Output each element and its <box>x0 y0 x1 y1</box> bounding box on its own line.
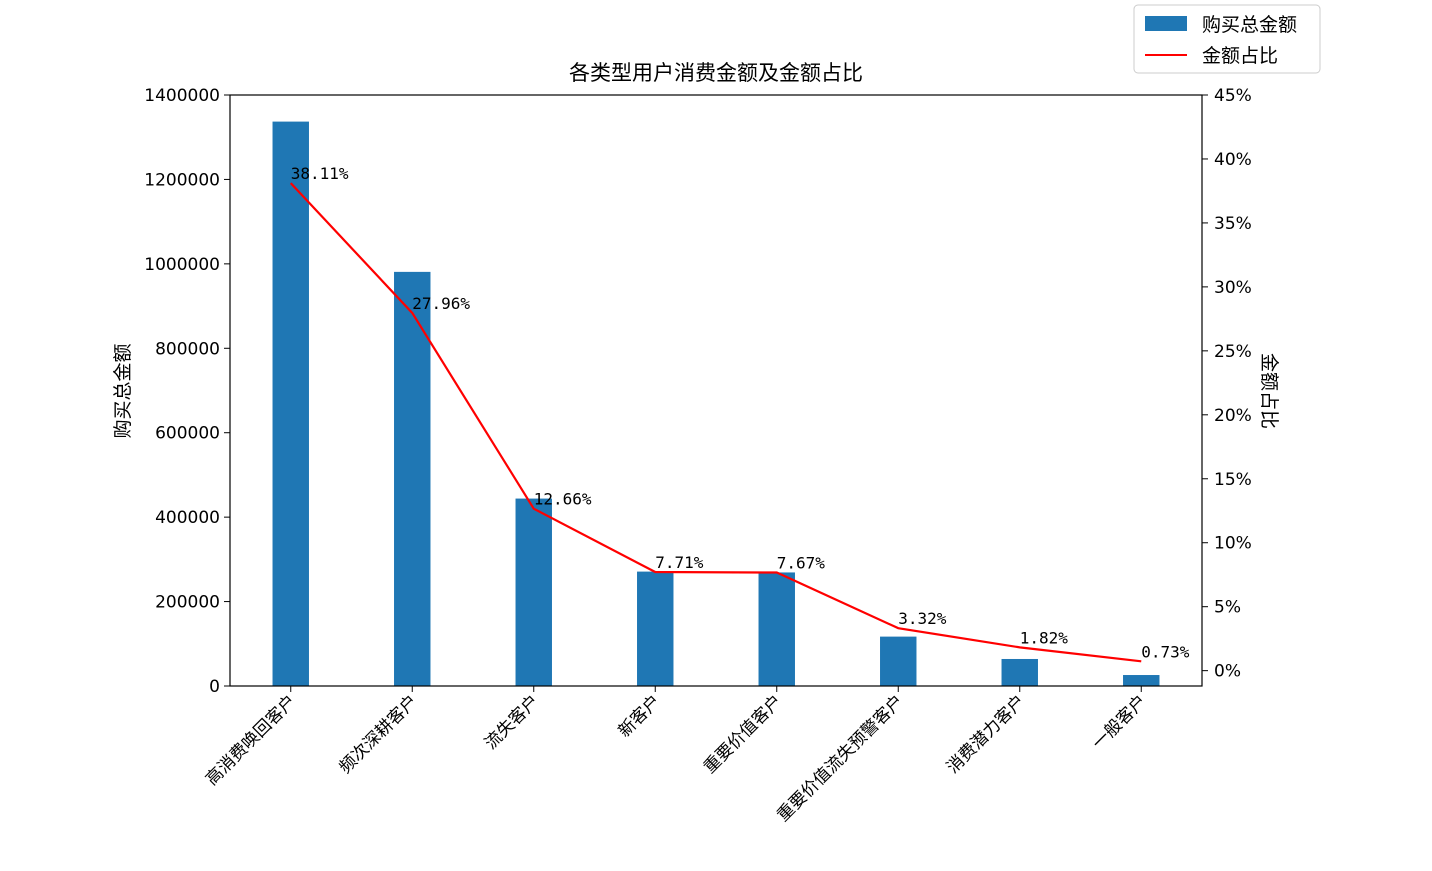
x-tick-label: 重要价值客户 <box>700 691 786 777</box>
y2-tick-label: 45% <box>1214 86 1252 106</box>
y2-tick-label: 0% <box>1214 662 1241 682</box>
data-label: 1.82% <box>1020 628 1069 647</box>
y2-axis-label: 金额占比 <box>1258 353 1280 429</box>
bar <box>880 636 917 686</box>
plot-area: 0 200000 400000 600000 800000 1000000 1200000 1… <box>144 86 1252 826</box>
y-tick-label: 0 <box>209 677 220 697</box>
chart-title: 各类型用户消费金额及金额占比 <box>569 61 863 85</box>
data-label: 38.11% <box>291 164 349 183</box>
y2-tick-label: 35% <box>1214 214 1252 234</box>
data-label: 0.73% <box>1141 642 1190 661</box>
bar <box>758 572 795 686</box>
x-tick-label: 高消费唤回客户 <box>202 691 300 789</box>
y2-tick-label: 25% <box>1214 342 1252 362</box>
y-tick-label: 1000000 <box>144 255 220 275</box>
bar <box>1123 675 1160 686</box>
legend-label-line: 金额占比 <box>1202 45 1278 67</box>
data-label: 7.67% <box>777 554 826 573</box>
y2-tick-label: 30% <box>1214 278 1252 298</box>
legend-swatch-bar <box>1145 16 1187 31</box>
x-tick-label: 一般客户 <box>1089 691 1151 753</box>
y-tick-label: 800000 <box>155 339 220 359</box>
bar <box>515 498 552 686</box>
data-label: 3.32% <box>898 609 947 628</box>
x-tick-label: 消费潜力客户 <box>943 691 1029 777</box>
y-tick-label: 200000 <box>155 593 220 613</box>
y2-tick-label: 10% <box>1214 534 1252 554</box>
bar <box>272 121 309 687</box>
data-label: 27.96% <box>412 294 470 313</box>
y2-tick-label: 5% <box>1214 598 1241 618</box>
y-tick-label: 600000 <box>155 424 220 444</box>
legend: 购买总金额 金额占比 <box>1133 4 1321 74</box>
plot-frame <box>229 94 1203 687</box>
y-tick-label: 400000 <box>155 508 220 528</box>
x-tick-label: 重要价值流失预警客户 <box>773 691 907 825</box>
x-tick-label: 流失客户 <box>481 691 543 753</box>
x-tick-label: 频次深耕客户 <box>336 691 422 777</box>
y-tick-label: 1400000 <box>144 86 220 106</box>
bar <box>1001 658 1038 686</box>
line-series <box>289 182 1142 663</box>
data-label: 7.71% <box>655 553 704 572</box>
data-label: 12.66% <box>534 490 592 509</box>
bar <box>394 271 431 686</box>
y-axis-label: 购买总金额 <box>112 343 134 438</box>
y2-tick-label: 40% <box>1214 150 1252 170</box>
y2-tick-label: 20% <box>1214 406 1252 426</box>
legend-label-bar: 购买总金额 <box>1202 14 1297 36</box>
bar <box>637 571 674 686</box>
y-tick-label: 1200000 <box>144 170 220 190</box>
x-tick-label: 新客户 <box>615 691 665 741</box>
y2-tick-label: 15% <box>1214 470 1252 490</box>
